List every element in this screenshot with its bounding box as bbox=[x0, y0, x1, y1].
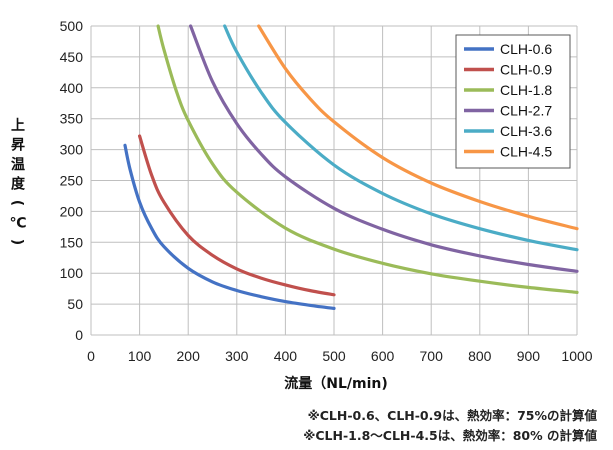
y-tick-label: 200 bbox=[60, 203, 84, 219]
x-tick-label: 600 bbox=[371, 348, 395, 364]
y-axis-label-char: ℃ bbox=[10, 216, 27, 232]
y-tick-label: 100 bbox=[60, 265, 84, 281]
x-tick-label: 100 bbox=[128, 348, 152, 364]
legend-label: CLH-0.9 bbox=[500, 62, 552, 78]
x-tick-label: 800 bbox=[468, 348, 492, 364]
x-tick-label: 500 bbox=[322, 348, 346, 364]
grid bbox=[90, 25, 578, 336]
y-axis-label-char: ) bbox=[9, 239, 25, 245]
y-tick-label: 500 bbox=[60, 18, 84, 34]
x-tick-label: 700 bbox=[420, 348, 444, 364]
series-line-clh-3.6 bbox=[223, 24, 579, 252]
x-axis-ticks: 0 100 200 300 400 500 600 700 800 900 1000 bbox=[87, 348, 593, 364]
y-tick-label: 350 bbox=[60, 111, 84, 127]
footnote-efficiency-80: ※CLH-1.8～CLH-4.5は、熱効率：80% の計算値 bbox=[303, 428, 597, 443]
y-axis-label-char: 上 bbox=[11, 118, 25, 134]
y-tick-label: 50 bbox=[67, 296, 83, 312]
series-line-clh-2.7 bbox=[189, 24, 579, 273]
y-tick-label: 450 bbox=[60, 49, 84, 65]
temperature-rise-chart: 0 50 100 150 200 250 300 350 400 450 500 0 100 200 30… bbox=[9, 18, 593, 392]
y-tick-label: 250 bbox=[60, 173, 84, 189]
x-tick-label: 900 bbox=[517, 348, 541, 364]
legend-box bbox=[455, 34, 571, 169]
x-axis-label: 流量（NL/min) bbox=[284, 375, 388, 392]
series-line-clh-4.5 bbox=[257, 24, 579, 231]
legend: CLH-0.6 CLH-0.9 CLH-1.8 CLH-2.7 CLH-3.6 CLH-4… bbox=[455, 34, 571, 169]
legend-label: CLH-2.7 bbox=[500, 103, 552, 119]
x-tick-label: 300 bbox=[225, 348, 249, 364]
y-axis-ticks: 0 50 100 150 200 250 300 350 400 450 500 bbox=[60, 18, 84, 343]
series-line-clh-0.6 bbox=[123, 143, 336, 310]
legend-label: CLH-0.6 bbox=[500, 41, 552, 57]
x-tick-label: 400 bbox=[274, 348, 298, 364]
y-tick-label: 300 bbox=[60, 142, 84, 158]
y-axis-label-char: 温 bbox=[11, 157, 25, 173]
y-axis-label-char: 度 bbox=[11, 176, 26, 193]
x-tick-label: 1000 bbox=[561, 348, 592, 364]
legend-label: CLH-4.5 bbox=[500, 144, 552, 160]
y-tick-label: 0 bbox=[75, 327, 83, 343]
x-tick-label: 200 bbox=[177, 348, 201, 364]
x-tick-label: 0 bbox=[87, 348, 95, 364]
legend-label: CLH-1.8 bbox=[500, 82, 552, 98]
series-lines bbox=[123, 24, 579, 310]
series-line-clh-1.8 bbox=[156, 24, 579, 294]
footnote-efficiency-75: ※CLH-0.6、CLH-0.9は、熱効率：75%の計算値 bbox=[307, 408, 597, 423]
y-tick-label: 150 bbox=[60, 234, 84, 250]
y-axis-label-char: 昇 bbox=[11, 138, 25, 154]
series-line-clh-0.9 bbox=[138, 134, 336, 297]
y-tick-label: 400 bbox=[60, 80, 84, 96]
legend-label: CLH-3.6 bbox=[500, 123, 552, 139]
y-axis-label-char: ( bbox=[9, 200, 25, 206]
